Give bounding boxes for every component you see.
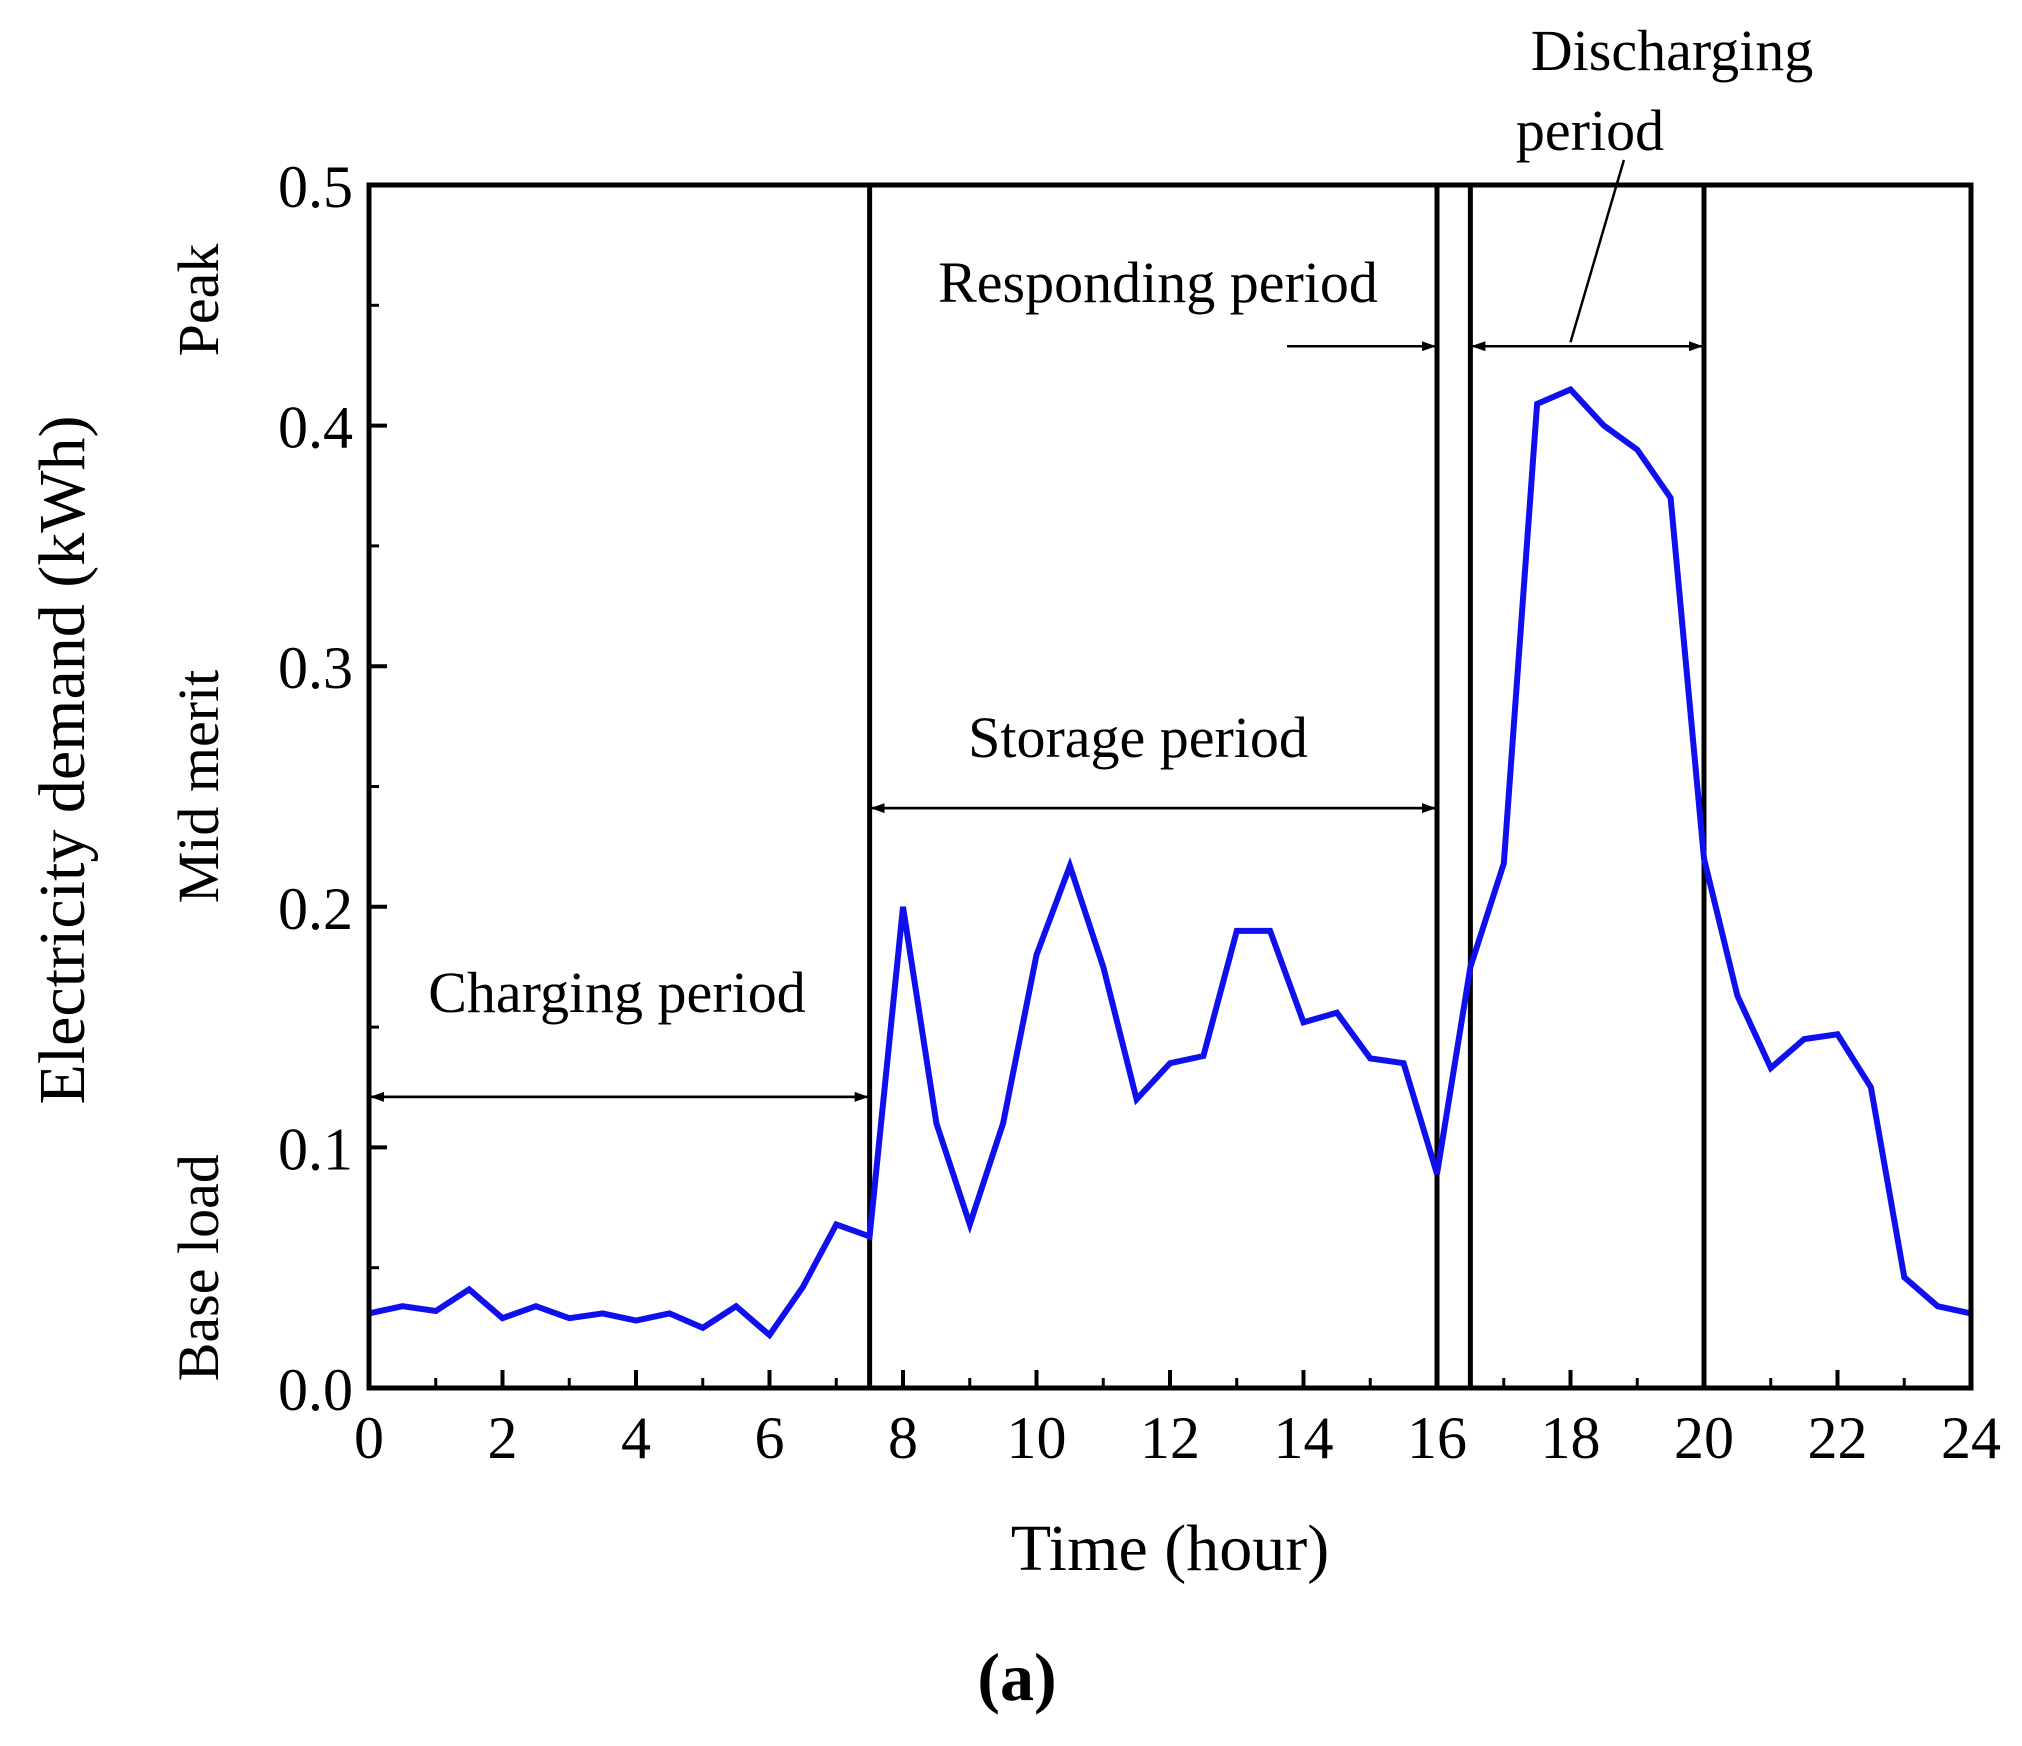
storage-period-label: Storage period [968, 705, 1308, 770]
y-axis-title: Electricity demand (kWh) [26, 415, 99, 1104]
discharging-period-label-line2: period [1516, 98, 1664, 163]
period-divider-lines [867, 185, 1707, 1388]
band-label-mid-merit: Mid merit [166, 670, 231, 904]
x-tick-label: 24 [1941, 1405, 2001, 1471]
y-tick-label: 0.4 [278, 395, 353, 461]
x-tick-label: 12 [1140, 1405, 1200, 1471]
y-tick-label: 0.1 [278, 1116, 353, 1182]
y-tick-label: 0.2 [278, 876, 353, 942]
x-tick-label: 16 [1407, 1405, 1467, 1471]
x-tick-label: 0 [354, 1405, 384, 1471]
discharging-period-label-line1: Discharging [1531, 18, 1813, 83]
x-axis-title: Time (hour) [1011, 1512, 1329, 1585]
panel-label: (a) [977, 1639, 1056, 1715]
band-label-peak: Peak [166, 244, 231, 357]
x-tick-label: 10 [1007, 1405, 1067, 1471]
x-tick-label: 18 [1541, 1405, 1601, 1471]
y-tick-label: 0.0 [278, 1357, 353, 1423]
x-tick-label: 2 [488, 1405, 518, 1471]
period-annotations [369, 159, 1704, 1102]
x-tick-label: 4 [621, 1405, 651, 1471]
x-tick-label: 14 [1274, 1405, 1334, 1471]
charging-period-label: Charging period [428, 960, 805, 1025]
discharging-leader-line [1569, 159, 1626, 343]
y-tick-label: 0.5 [278, 154, 353, 220]
x-tick-label: 8 [888, 1405, 918, 1471]
band-label-base-load: Base load [166, 1154, 231, 1381]
plot-frame [366, 182, 1974, 1391]
series-layer [368, 385, 1972, 1340]
responding-period-label: Responding period [938, 250, 1378, 315]
x-tick-label: 6 [755, 1405, 785, 1471]
x-tick-label: 20 [1674, 1405, 1734, 1471]
y-tick-label: 0.3 [278, 635, 353, 701]
series-line [368, 385, 1972, 1340]
x-tick-label: 22 [1808, 1405, 1868, 1471]
axes-layer: 0 2 4 6 8 10 12 14 16 18 20 22 240.00.10.20.30.40.5 [278, 154, 2001, 1471]
